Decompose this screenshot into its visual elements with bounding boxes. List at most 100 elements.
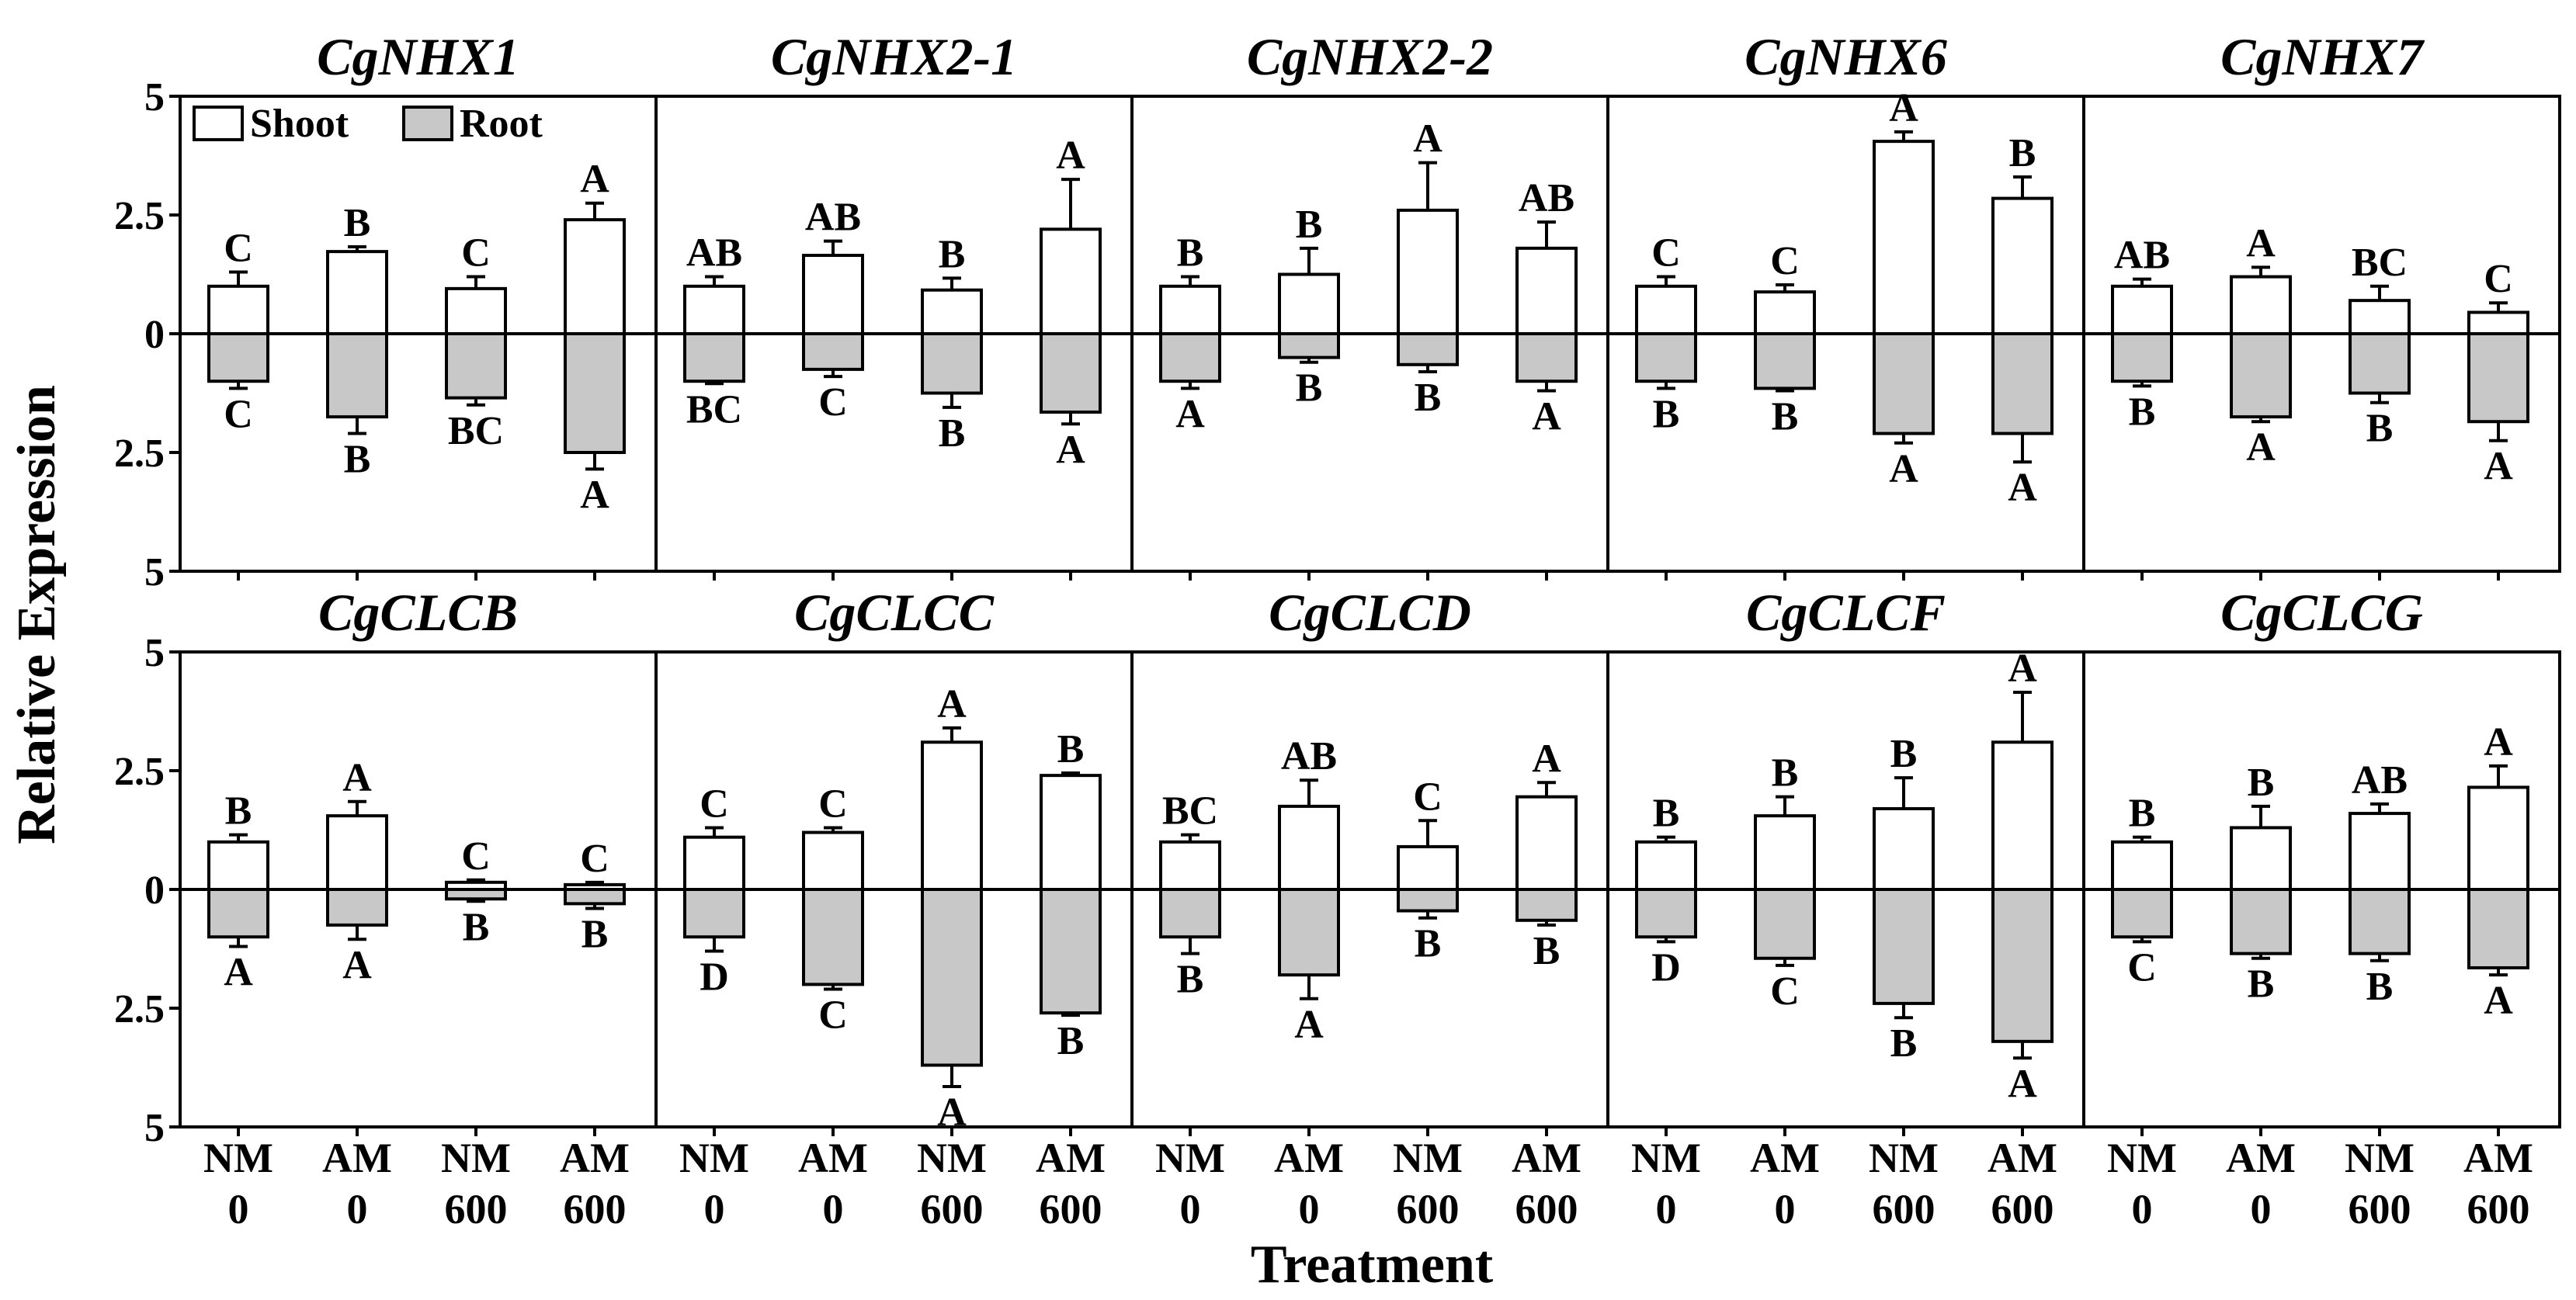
shoot-bar <box>207 284 269 335</box>
y-tick-label: 5 <box>144 75 165 120</box>
shoot-sig-letter: A <box>580 158 609 202</box>
x-tick-label-line1: AM <box>1274 1135 1344 1181</box>
shoot-sig-letter: A <box>1889 86 1918 130</box>
root-sig-letter: A <box>1294 1003 1324 1047</box>
shoot-bar <box>1635 284 1697 335</box>
shoot-sig-letter: B <box>1177 231 1204 276</box>
shoot-bar <box>1873 140 1935 335</box>
x-tick-label-line2: 0 <box>1180 1186 1201 1232</box>
root-sig-letter: A <box>342 943 372 987</box>
x-tick-label-line1: AM <box>1988 1135 2057 1181</box>
root-bar <box>445 332 507 400</box>
x-tick-label-line1: NM <box>2345 1135 2415 1181</box>
root-bar <box>921 332 983 395</box>
root-bar <box>564 332 626 454</box>
x-tick-label-line1: AM <box>2226 1135 2296 1181</box>
shoot-sig-letter: C <box>461 834 491 879</box>
root-sig-letter: D <box>1651 945 1681 990</box>
root-bar <box>1991 888 2054 1043</box>
shoot-bar <box>921 740 983 892</box>
x-tick-label-line2: 0 <box>347 1186 368 1232</box>
x-tick-label-line2: 600 <box>921 1186 984 1232</box>
x-tick-label-line1: NM <box>1869 1135 1939 1181</box>
legend-shoot-label: Shoot <box>250 102 349 146</box>
root-bar <box>564 888 626 906</box>
root-sig-letter: A <box>2246 425 2276 470</box>
root-bar <box>1278 332 1340 359</box>
x-tick-label-line2: 600 <box>1397 1186 1460 1232</box>
panel-cgnhx6: CgNHX6 C B C B A A B A <box>1606 27 2085 581</box>
x-tick-label-line1: NM <box>917 1135 987 1181</box>
x-tick-label-line1: AM <box>1036 1135 1106 1181</box>
shoot-sig-letter: BC <box>1162 789 1218 834</box>
root-bar <box>207 888 269 939</box>
shoot-sig-letter: B <box>1653 792 1680 836</box>
shoot-bar <box>1873 806 1935 891</box>
shoot-bar <box>2230 826 2292 891</box>
root-sig-letter: B <box>344 438 371 482</box>
root-sig-letter: A <box>2008 466 2037 510</box>
shoot-sig-letter: A <box>937 682 967 726</box>
root-bar <box>1991 332 2054 435</box>
root-bar <box>1159 332 1221 383</box>
x-tick-label-line1: NM <box>1155 1135 1225 1181</box>
x-tick-label-line1: AM <box>798 1135 868 1181</box>
root-bar <box>802 332 864 371</box>
shoot-bar <box>2111 840 2173 892</box>
shoot-bar <box>1278 804 1340 892</box>
root-sig-letter: A <box>2484 445 2513 489</box>
y-tick-label: 5 <box>144 1106 165 1150</box>
root-bar <box>683 332 745 383</box>
panel-title: CgCLCG <box>2220 583 2423 642</box>
root-bar <box>1635 888 1697 939</box>
shoot-sig-letter: A <box>1056 133 1085 178</box>
root-bar <box>2349 332 2411 395</box>
shoot-bar <box>683 835 745 892</box>
root-sig-letter: D <box>700 955 729 1000</box>
root-bar <box>1278 888 1340 977</box>
shoot-sig-letter: A <box>1413 117 1442 161</box>
y-tick-label: 5 <box>144 550 165 595</box>
root-bar <box>2230 332 2292 419</box>
root-sig-letter: B <box>1653 392 1680 436</box>
panel-cgnhx2-1: CgNHX2-1 AB BC AB C B B A A <box>654 27 1134 581</box>
shoot-sig-letter: C <box>1413 775 1442 819</box>
shoot-sig-letter: B <box>2009 131 2036 175</box>
shoot-bar <box>1991 196 2054 335</box>
y-tick-label: 2.5 <box>114 987 165 1031</box>
root-sig-letter: B <box>939 411 966 456</box>
root-sig-letter: A <box>1175 392 1205 436</box>
shoot-bar <box>1159 284 1221 335</box>
y-tick-label: 0 <box>144 868 165 913</box>
shoot-sig-letter: C <box>224 226 253 270</box>
shoot-bar <box>2111 284 2173 335</box>
shoot-bar <box>1754 290 1816 336</box>
root-sig-letter: BC <box>686 387 742 432</box>
panel-title: CgNHX2-1 <box>771 27 1017 86</box>
shoot-sig-letter: AB <box>1519 176 1574 220</box>
shoot-bar <box>1754 814 1816 892</box>
shoot-bar <box>445 286 507 335</box>
shoot-bar <box>2349 299 2411 336</box>
shoot-sig-letter: B <box>1057 727 1085 771</box>
root-sig-letter: B <box>582 912 609 956</box>
y-tick-label: 2.5 <box>114 432 165 476</box>
root-sig-letter: A <box>1889 447 1918 491</box>
root-bar <box>802 888 864 986</box>
x-tick-label-line2: 0 <box>1775 1186 1796 1232</box>
x-tick-label-line2: 0 <box>2132 1186 2153 1232</box>
x-tick-label-line1: AM <box>322 1135 392 1181</box>
root-sig-letter: A <box>1056 428 1085 472</box>
root-sig-letter: A <box>224 950 253 994</box>
panel-title: CgNHX7 <box>2220 27 2425 86</box>
x-axis-title: Treatment <box>1251 1235 1493 1295</box>
x-tick-label-line2: 0 <box>823 1186 844 1232</box>
shoot-sig-letter: B <box>939 232 966 276</box>
shoot-sig-letter: A <box>2484 720 2513 764</box>
shoot-sig-letter: C <box>1651 231 1681 276</box>
root-sig-letter: B <box>2366 965 2394 1009</box>
shoot-sig-letter: B <box>2248 761 2275 805</box>
shoot-sig-letter: AB <box>1281 734 1337 778</box>
